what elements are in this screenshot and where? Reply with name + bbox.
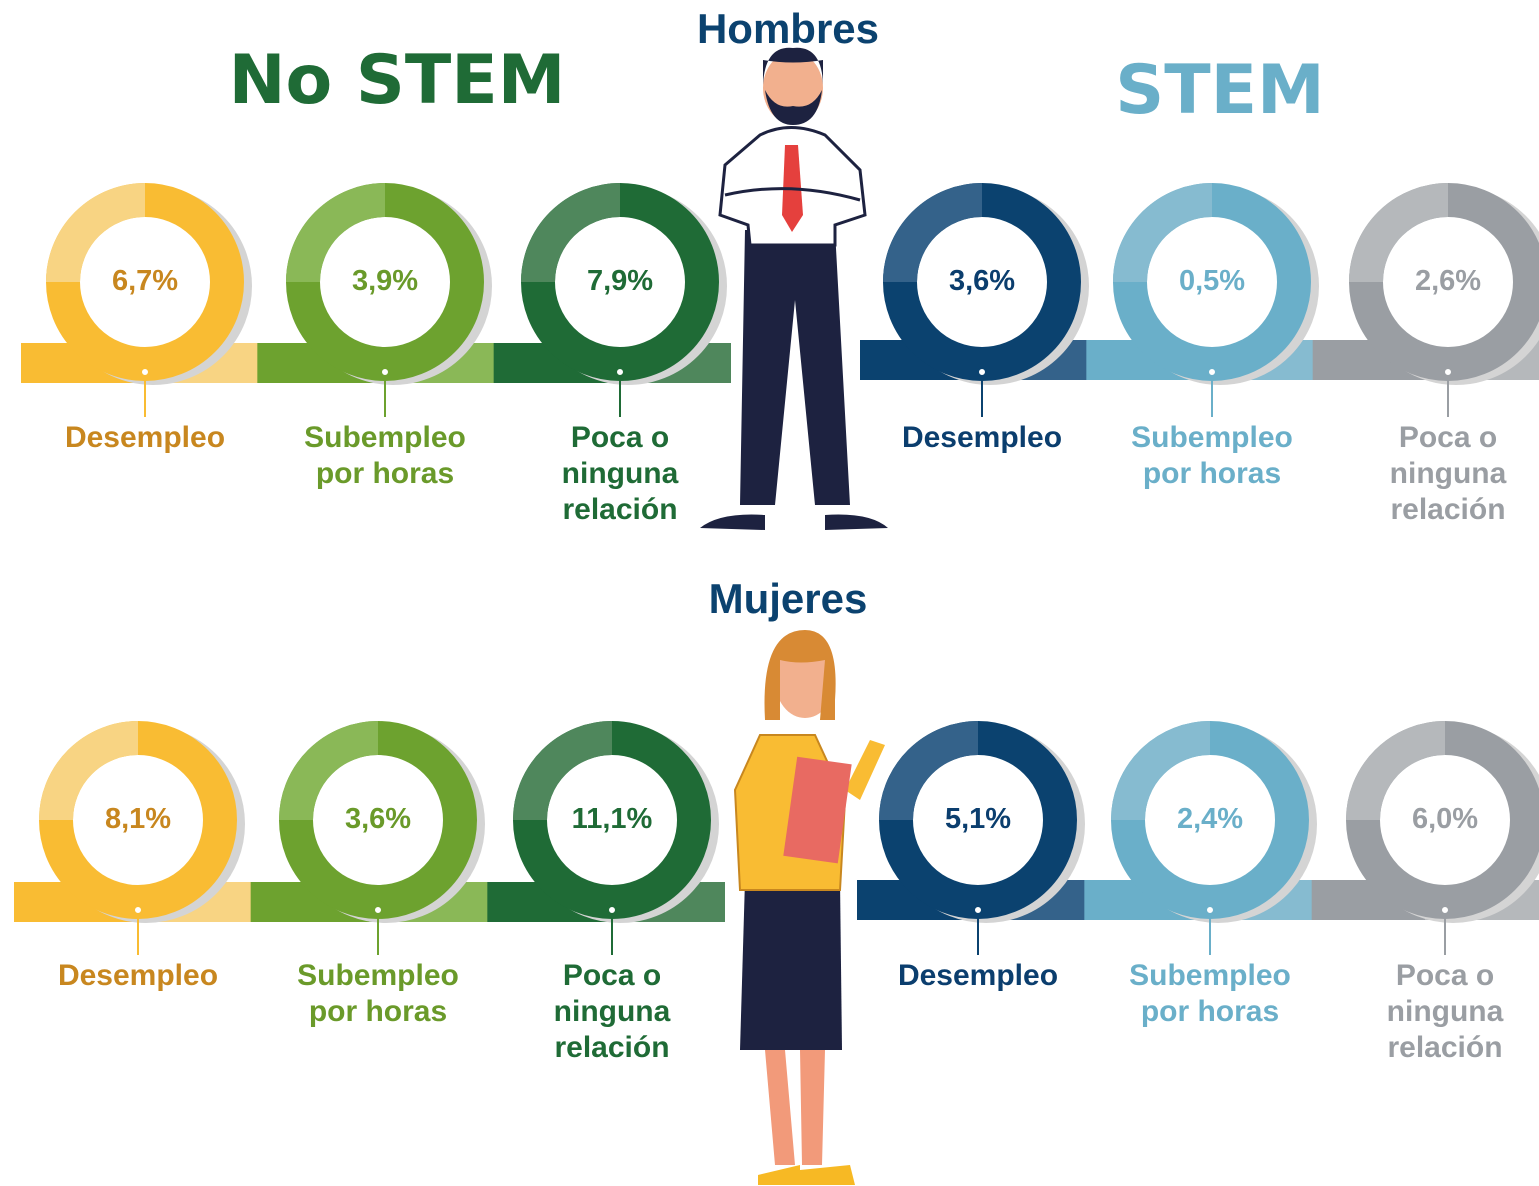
group-title: Mujeres xyxy=(638,574,938,624)
connector-dot xyxy=(1206,906,1214,914)
connector-dot xyxy=(141,368,149,376)
ring-value: 3,6% xyxy=(313,802,443,836)
ring-label: Poca o ninguna relación xyxy=(545,420,695,528)
ring-value: 8,1% xyxy=(73,802,203,836)
ring-label: Poca o ninguna relación xyxy=(1370,958,1520,1066)
ring-label: Subempleo por horas xyxy=(273,958,483,1030)
ring-label: Desempleo xyxy=(25,420,265,456)
ring-value: 3,9% xyxy=(320,264,450,298)
connector-dot xyxy=(978,368,986,376)
connector-dot xyxy=(381,368,389,376)
connector-dot xyxy=(134,906,142,914)
stem-heading: STEM xyxy=(1020,50,1420,132)
ring-label: Subempleo por horas xyxy=(1107,420,1317,492)
ring-label: Poca o ninguna relación xyxy=(537,958,687,1066)
ring-label: Subempleo por horas xyxy=(1105,958,1315,1030)
connector-dot xyxy=(616,368,624,376)
connector-dot xyxy=(608,906,616,914)
man-figure xyxy=(700,48,888,530)
ring-value: 7,9% xyxy=(555,264,685,298)
infographic: No STEM STEM Hombres 6,7% Desempleo 3,9% Subem… xyxy=(0,0,1539,1186)
ring-label: Poca o ninguna relación xyxy=(1373,420,1523,528)
connector-dot xyxy=(1208,368,1216,376)
ring-value: 2,4% xyxy=(1145,802,1275,836)
no-stem-heading: No STEM xyxy=(197,40,597,122)
ring-value: 2,6% xyxy=(1383,264,1513,298)
ring-label: Desempleo xyxy=(18,958,258,994)
ring-value: 5,1% xyxy=(913,802,1043,836)
connector-dot xyxy=(1444,368,1452,376)
ring-label: Subempleo por horas xyxy=(280,420,490,492)
ring-value: 3,6% xyxy=(917,264,1047,298)
connector-dot xyxy=(1441,906,1449,914)
group-title: Hombres xyxy=(638,4,938,54)
ring-value: 6,0% xyxy=(1380,802,1510,836)
ring-value: 11,1% xyxy=(547,802,677,836)
connector-dot xyxy=(974,906,982,914)
ring-label: Desempleo xyxy=(862,420,1102,456)
ring-value: 6,7% xyxy=(80,264,210,298)
connector-dot xyxy=(374,906,382,914)
ring-value: 0,5% xyxy=(1147,264,1277,298)
ring-label: Desempleo xyxy=(858,958,1098,994)
